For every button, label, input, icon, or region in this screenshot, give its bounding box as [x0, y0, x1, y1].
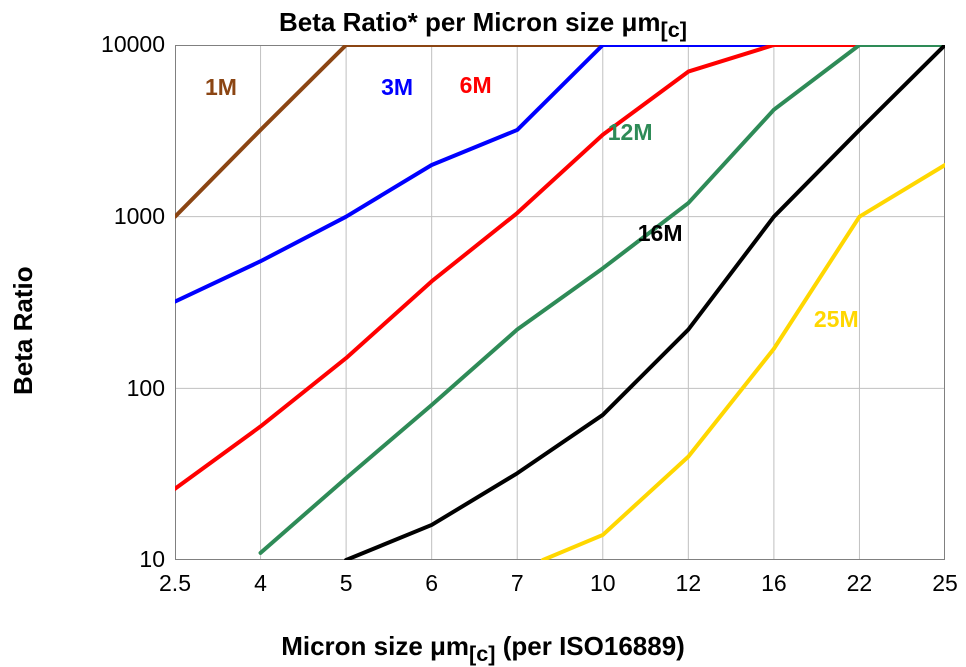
x-tick-label: 25 [932, 570, 958, 597]
y-axis-label: Beta Ratio [8, 0, 39, 662]
y-tick-label: 10 [139, 546, 165, 573]
series-label-3M: 3M [381, 74, 413, 101]
chart-container: { "title_html": "Beta Ratio* per Micron … [0, 0, 966, 662]
series-label-25M: 25M [814, 306, 859, 333]
series-label-12M: 12M [608, 119, 653, 146]
y-tick-label: 100 [127, 375, 165, 402]
series-label-16M: 16M [638, 220, 683, 247]
series-label-1M: 1M [205, 74, 237, 101]
series-label-6M: 6M [460, 72, 492, 99]
x-tick-label: 12 [676, 570, 702, 597]
x-tick-label: 16 [761, 570, 787, 597]
y-tick-label: 1000 [114, 203, 165, 230]
y-tick-label: 10000 [101, 31, 165, 58]
x-tick-label: 2.5 [159, 570, 191, 597]
x-tick-label: 5 [340, 570, 353, 597]
x-tick-label: 7 [511, 570, 524, 597]
x-tick-label: 4 [254, 570, 267, 597]
x-tick-label: 6 [425, 570, 438, 597]
plot-area [175, 45, 945, 560]
x-tick-label: 22 [847, 570, 873, 597]
x-tick-label: 10 [590, 570, 616, 597]
